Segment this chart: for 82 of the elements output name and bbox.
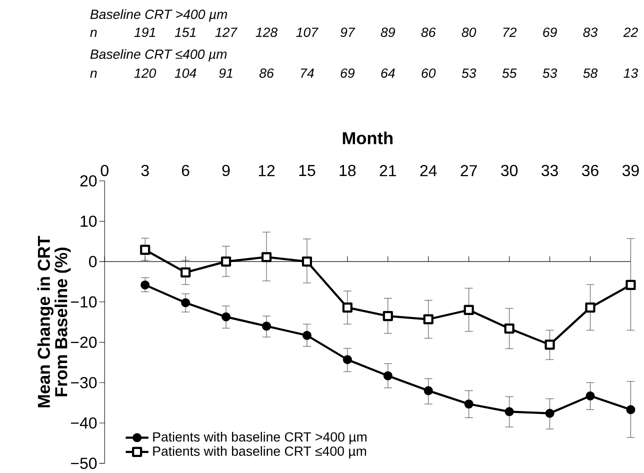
y-tick-label: 0 [89,256,97,267]
y-tick-label: −20 [71,336,97,348]
text: 69 [543,27,557,37]
y-tick-label: −30 [71,376,97,388]
text: 22 [623,27,638,37]
text: 86 [259,68,274,78]
y-tick-label: 10 [80,215,97,227]
x-tick-label: 30 [501,164,518,176]
x-tick-label: 6 [182,164,190,176]
text: 191 [134,27,156,37]
point [424,386,433,396]
text: 80 [462,27,476,37]
point [342,354,352,364]
x-tick-label: 15 [299,164,316,176]
point [262,321,272,330]
y-tick-label: −40 [71,417,97,428]
text: 69 [340,68,355,78]
y-tick-label: 20 [80,175,97,186]
x-tick-label: 24 [420,164,437,176]
point [382,310,393,321]
point [342,302,352,312]
text: 60 [422,68,436,78]
legend-label: Patients with baseline CRT >400 µm [153,432,366,444]
x-tick-label: 36 [582,164,598,176]
x-tick-label: 21 [380,164,396,176]
text: 13 [624,68,638,78]
point [586,391,595,400]
text: 58 [583,68,598,78]
x-axis-title: Month [342,131,392,144]
point [464,399,474,408]
text: n [90,70,97,78]
text: 104 [174,68,196,78]
point [181,298,190,308]
y-axis-title: Mean Change in CRT From Baseline (%) [37,236,71,408]
text: 53 [462,68,476,78]
point [544,339,555,350]
x-tick-label: 18 [340,164,356,176]
text: 91 [219,68,232,78]
text: 120 [134,68,156,78]
text: 74 [300,68,314,78]
point [302,330,312,340]
text: 107 [296,27,318,37]
text: Baseline CRT >400 µm [90,9,228,22]
text: 83 [583,27,598,37]
text: 72 [503,27,517,37]
point [261,252,272,262]
point [222,312,231,322]
point [302,256,312,266]
text: 127 [215,27,238,37]
point [180,267,191,278]
y-tick-label: −10 [71,296,97,308]
text: n [90,30,97,37]
point [140,244,150,255]
y-tick-label: −50 [71,457,97,469]
text: 86 [421,27,436,37]
text: 55 [502,68,517,78]
x-tick-label: 0 [100,164,108,176]
legend-label: Patients with baseline CRT ≤400 µm [153,446,366,458]
point [464,304,474,315]
point [140,280,150,290]
point [504,323,514,334]
point [220,256,232,266]
text: 151 [174,28,196,37]
text: 89 [380,27,396,37]
point [504,406,514,416]
text: 64 [381,68,395,78]
point [626,404,636,414]
text: 97 [340,27,356,37]
x-tick-label: 3 [141,164,149,176]
x-tick-label: 9 [222,164,230,176]
text: 128 [256,27,278,37]
x-tick-label: 27 [460,164,477,176]
point [383,371,392,380]
point [585,302,596,312]
text: 53 [542,68,558,78]
point [423,314,434,324]
point [545,408,554,418]
point [626,280,636,290]
x-tick-label: 12 [258,164,275,176]
text: Baseline CRT ≤400 µm [90,48,227,62]
x-tick-label: 33 [542,164,558,176]
x-tick-label: 39 [622,164,639,176]
